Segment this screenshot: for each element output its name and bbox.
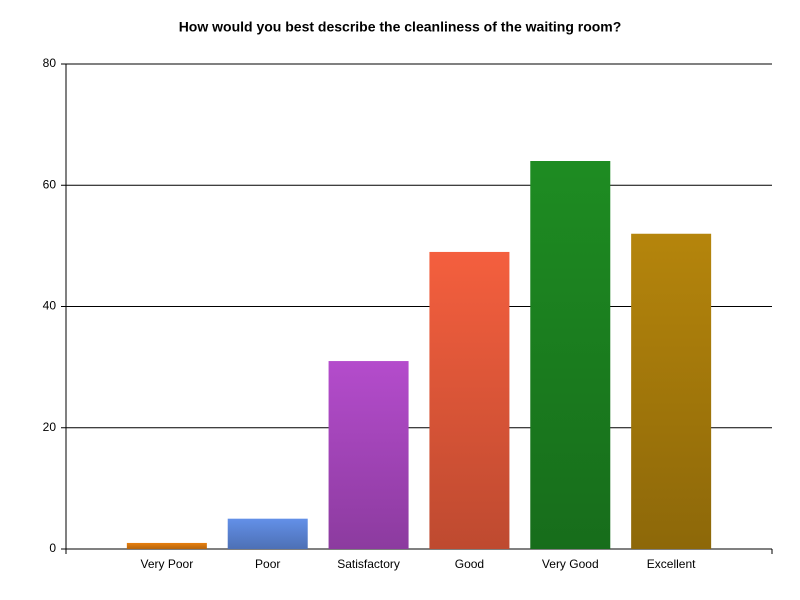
bar (328, 361, 409, 549)
x-tick-label: Good (455, 557, 484, 571)
x-tick-label: Satisfactory (337, 557, 400, 571)
x-tick-label: Very Good (542, 557, 599, 571)
bar (631, 233, 712, 549)
chart-title: How would you best describe the cleanlin… (179, 19, 622, 35)
x-tick-label: Excellent (647, 557, 696, 571)
bar (227, 518, 308, 549)
bar (429, 251, 510, 549)
y-tick-label: 40 (43, 299, 57, 313)
x-tick-label: Poor (255, 557, 280, 571)
x-tick-label: Very Poor (141, 557, 194, 571)
y-tick-label: 20 (43, 420, 57, 434)
y-tick-label: 0 (49, 541, 56, 555)
y-tick-label: 80 (43, 56, 57, 70)
bar (530, 161, 611, 549)
bar (126, 542, 207, 549)
y-tick-label: 60 (43, 177, 57, 191)
